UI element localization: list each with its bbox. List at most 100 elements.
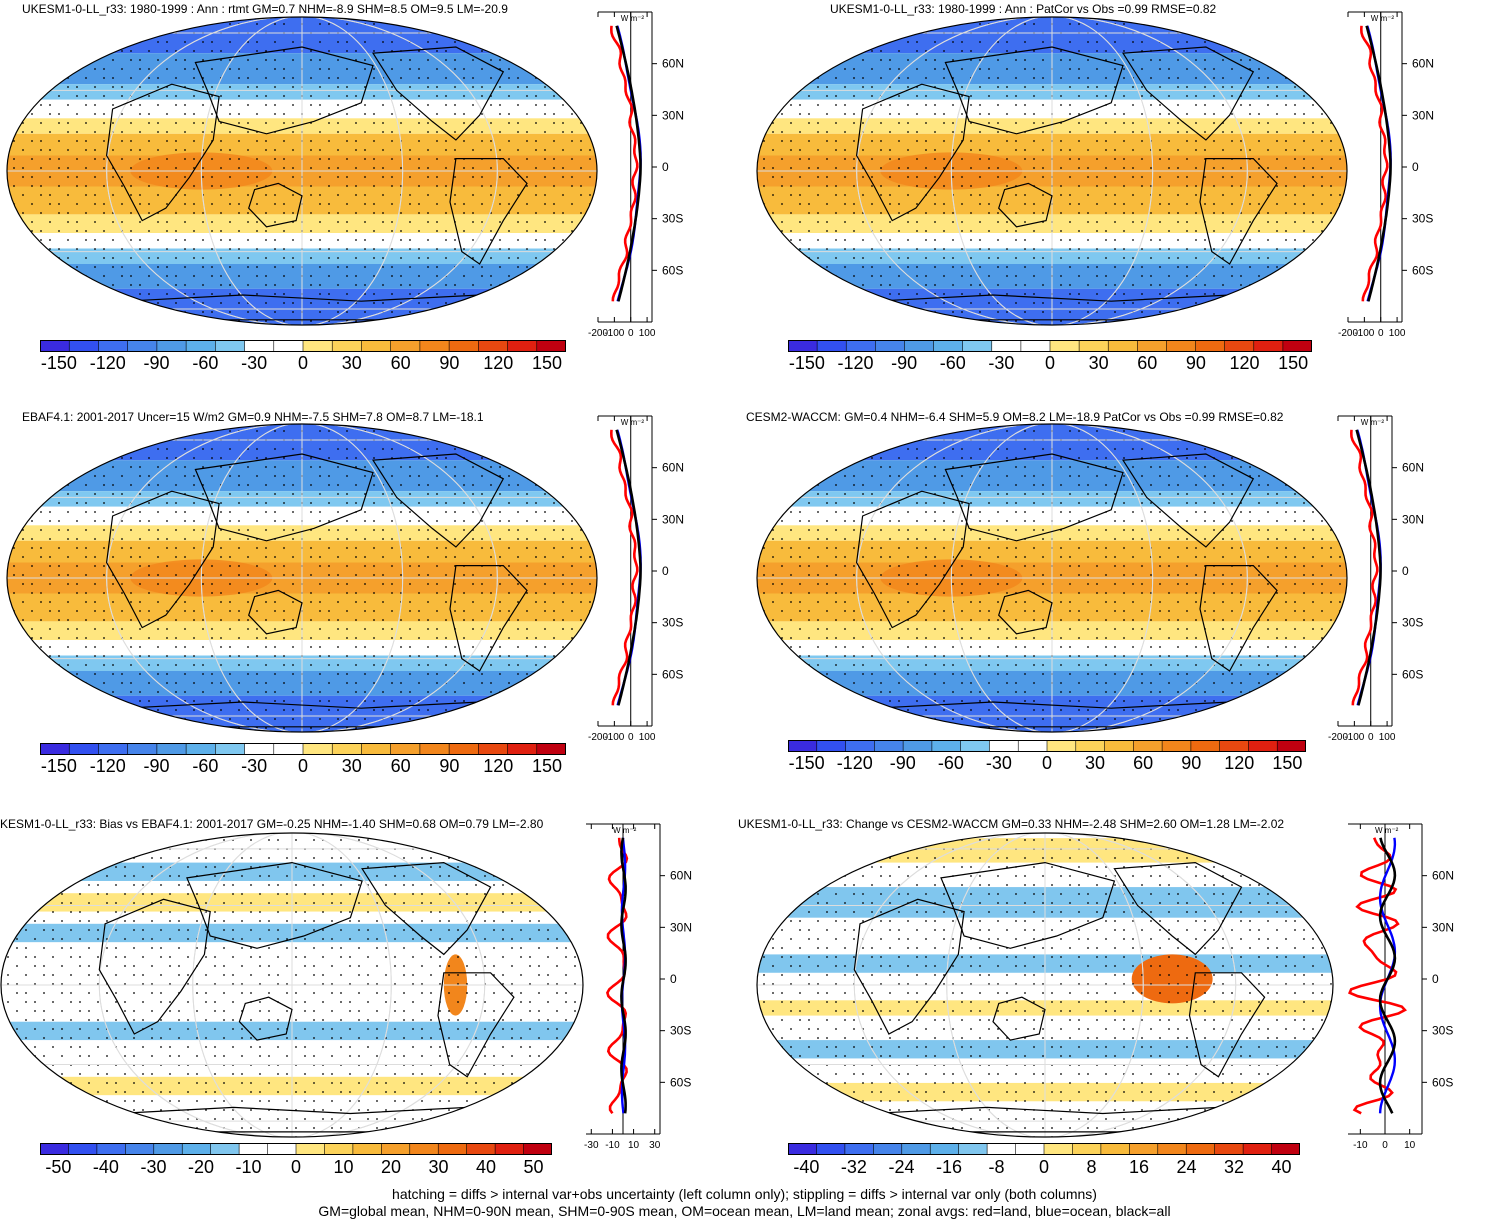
colorbar-tick-label: 60 xyxy=(390,353,411,373)
x-tick-label: -200 xyxy=(1338,328,1358,339)
lat-tick-label: 60N xyxy=(1402,461,1424,475)
zonal-ukesm-climatology: W m⁻² 60N 30N 0 30S 60S -200-100 0 100 xyxy=(588,11,684,339)
colorbar-swatch xyxy=(1133,740,1163,752)
colorbar-swatch xyxy=(244,340,275,352)
colorbar-swatch xyxy=(1214,1143,1244,1155)
panel-title-ukesm-climatology: UKESM1-0-LL_r33: 1980-1999 : Ann : rtmt … xyxy=(22,2,508,16)
lat-tick-label: 30S xyxy=(662,212,683,226)
lat-tick-label: 0 xyxy=(1412,160,1419,174)
colorbar-swatch xyxy=(1195,340,1226,352)
colorbar-tick-label: 90 xyxy=(1181,753,1202,773)
lat-tick-label: 60N xyxy=(662,461,684,475)
colorbar-swatch xyxy=(1044,1143,1073,1155)
lat-tick-label: 60N xyxy=(1432,869,1454,883)
colorbar-swatch xyxy=(1277,740,1306,752)
colorbar-tick-label: -120 xyxy=(837,353,874,373)
lat-tick-label: 60S xyxy=(662,667,683,681)
colorbar-change xyxy=(788,1143,1300,1155)
continent-outline xyxy=(1121,453,1255,548)
colorbar-swatch xyxy=(960,740,990,752)
colorbar-tick-label: 60 xyxy=(390,756,411,776)
colorbar-swatch xyxy=(390,340,421,352)
colorbar-swatch xyxy=(1186,1143,1216,1155)
continent-outline xyxy=(248,589,303,635)
lat-tick-label: 30S xyxy=(670,1024,691,1038)
colorbar-tick-label: -90 xyxy=(891,353,918,373)
colorbar-tick-label: -90 xyxy=(143,353,170,373)
colorbar-swatch xyxy=(303,340,333,352)
zonal-line-all xyxy=(1355,429,1382,706)
colorbar-swatch xyxy=(1020,340,1051,352)
panel-title-ukesm-patcor: UKESM1-0-LL_r33: 1980-1999 : Ann : PatCo… xyxy=(830,2,1217,16)
map-border xyxy=(756,16,1348,326)
x-tick-label: 0 xyxy=(628,328,634,339)
colorbar-swatch xyxy=(153,1143,183,1155)
colorbar-tick-label: 120 xyxy=(1224,753,1255,773)
colorbar-tick-label: 30 xyxy=(1085,753,1106,773)
colorbar-tick-label: -40 xyxy=(793,1157,820,1177)
colorbar-tick-label: 24 xyxy=(1176,1157,1197,1177)
colorbar-tick-label: 120 xyxy=(483,353,514,373)
continent-outline xyxy=(194,453,374,542)
zonal-change: W m⁻² 60N 30N 0 30S 60S -10 0 10 xyxy=(1347,823,1454,1151)
colorbar-tick-label: 60 xyxy=(1137,353,1158,373)
colorbar-swatch xyxy=(1157,1143,1187,1155)
colorbar-swatch xyxy=(874,740,904,752)
colorbar-tick-label: 32 xyxy=(1224,1157,1245,1177)
colorbar-labels-cesm2: -150 -120 -90 -60 -30 0 30 60 90 120 150 xyxy=(788,753,1306,775)
colorbar-tick-label: -60 xyxy=(939,353,966,373)
lat-tick-label: 30N xyxy=(662,512,684,526)
continent-outline xyxy=(248,182,303,228)
colorbar-tick-label: -90 xyxy=(889,753,916,773)
x-tick-label: -100 xyxy=(1344,732,1364,743)
colorbar-tick-label: 8 xyxy=(1086,1157,1097,1177)
colorbar-swatch xyxy=(96,1143,126,1155)
colorbar-swatch xyxy=(210,1143,240,1155)
colorbar-swatch xyxy=(449,340,479,352)
colorbar-tick-label: 0 xyxy=(297,353,309,373)
continent-outline xyxy=(437,972,515,1078)
colorbar-swatch xyxy=(1108,340,1138,352)
colorbar-tick-label: 30 xyxy=(341,353,362,373)
colorbar-swatch xyxy=(1129,1143,1159,1155)
colorbar-swatch xyxy=(1075,740,1106,752)
x-tick-label: 0 xyxy=(628,732,634,743)
colorbar-swatch xyxy=(478,743,509,755)
lat-tick-label: 30S xyxy=(1432,1024,1453,1038)
footer-legend-line-2: GM=global mean, NHM=0-90N mean, SHM=0-90… xyxy=(318,1203,1171,1219)
colorbar-swatch xyxy=(361,340,392,352)
colorbar-swatch xyxy=(1166,340,1197,352)
colorbar-tick-label: -120 xyxy=(89,353,126,373)
panel-title-change: UKESM1-0-LL_r33: Change vs CESM2-WACCM G… xyxy=(738,817,1285,831)
colorbar-swatch xyxy=(1072,1143,1102,1155)
map-border xyxy=(756,832,1334,1138)
colorbar-swatch xyxy=(788,740,818,752)
zonal-line-all xyxy=(615,25,642,302)
colorbar-swatch xyxy=(507,340,538,352)
colorbar-swatch xyxy=(419,743,450,755)
colorbar-labels-ukesm: -150 -120 -90 -60 -30 0 30 60 90 120 150 xyxy=(40,353,566,375)
colorbar-tick-label: -150 xyxy=(788,753,825,773)
x-tick-label: 10 xyxy=(1404,1140,1416,1151)
zonal-bias: W m⁻² 60N 30N 0 30S 60S -30 -10 10 30 xyxy=(584,823,692,1151)
colorbar-swatch xyxy=(1079,340,1109,352)
colorbar-tick-label: -30 xyxy=(140,1157,167,1177)
colorbar-tick-label: 90 xyxy=(439,353,460,373)
colorbar-tick-label: 120 xyxy=(483,756,514,776)
colorbar-tick-label: 150 xyxy=(532,756,563,776)
colorbar-tick-label: 0 xyxy=(297,756,309,776)
colorbar-swatch xyxy=(419,340,450,352)
zonal-line-land xyxy=(1349,429,1379,706)
colorbar-labels-patcor: -150 -120 -90 -60 -30 0 30 60 90 120 150 xyxy=(788,353,1312,375)
colorbar-swatch xyxy=(1100,1143,1130,1155)
continent-outline xyxy=(186,861,363,949)
map-border xyxy=(6,423,598,733)
colorbar-swatch xyxy=(186,743,216,755)
continent-outline xyxy=(105,490,220,629)
lat-tick-label: 0 xyxy=(670,972,677,986)
panel-title-bias: KESM1-0-LL_r33: Bias vs EBAF4.1: 2001-20… xyxy=(0,817,544,831)
x-tick-label: 0 xyxy=(1382,1140,1388,1151)
colorbar-patcor xyxy=(788,340,1312,352)
lat-tick-label: 0 xyxy=(1402,564,1409,578)
colorbar-swatch xyxy=(1047,740,1077,752)
